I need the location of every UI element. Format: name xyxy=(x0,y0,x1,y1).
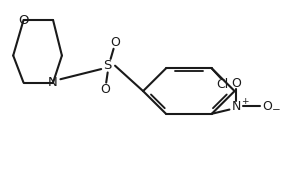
Text: O: O xyxy=(100,83,110,96)
Text: O: O xyxy=(231,77,241,90)
Text: N: N xyxy=(48,76,58,89)
Text: O: O xyxy=(262,100,272,113)
Text: O: O xyxy=(18,14,29,26)
Text: S: S xyxy=(103,59,112,72)
Text: O: O xyxy=(110,35,120,49)
Text: Cl: Cl xyxy=(216,78,228,91)
Text: N: N xyxy=(231,100,240,113)
Text: −: − xyxy=(272,105,281,115)
Text: +: + xyxy=(241,97,249,106)
